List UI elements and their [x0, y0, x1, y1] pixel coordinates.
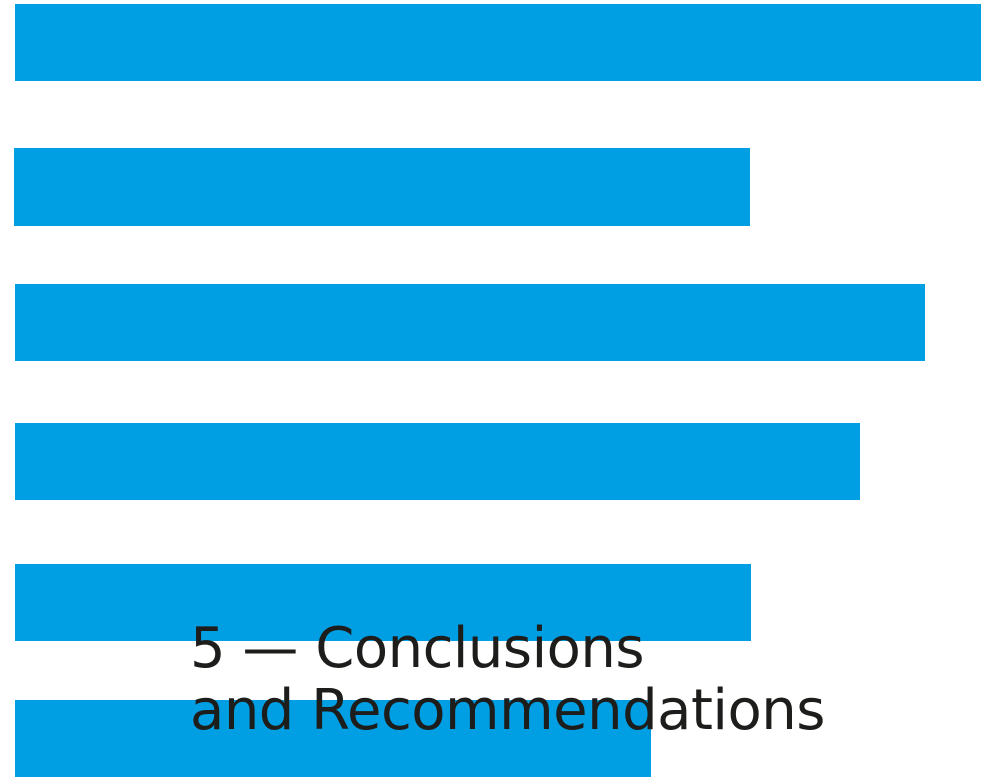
decorative-bar-2 [14, 148, 750, 226]
chapter-title-line-1: 5 — Conclusions [190, 616, 645, 681]
chapter-title-line-2: and Recommendations [190, 678, 825, 743]
chapter-title: 5 — Conclusions and Recommendations [190, 618, 825, 742]
decorative-bar-6 [15, 700, 651, 777]
decorative-bar-4 [15, 423, 860, 500]
decorative-bar-1 [15, 4, 981, 81]
decorative-bar-5 [15, 564, 751, 641]
decorative-bar-3 [15, 284, 925, 361]
